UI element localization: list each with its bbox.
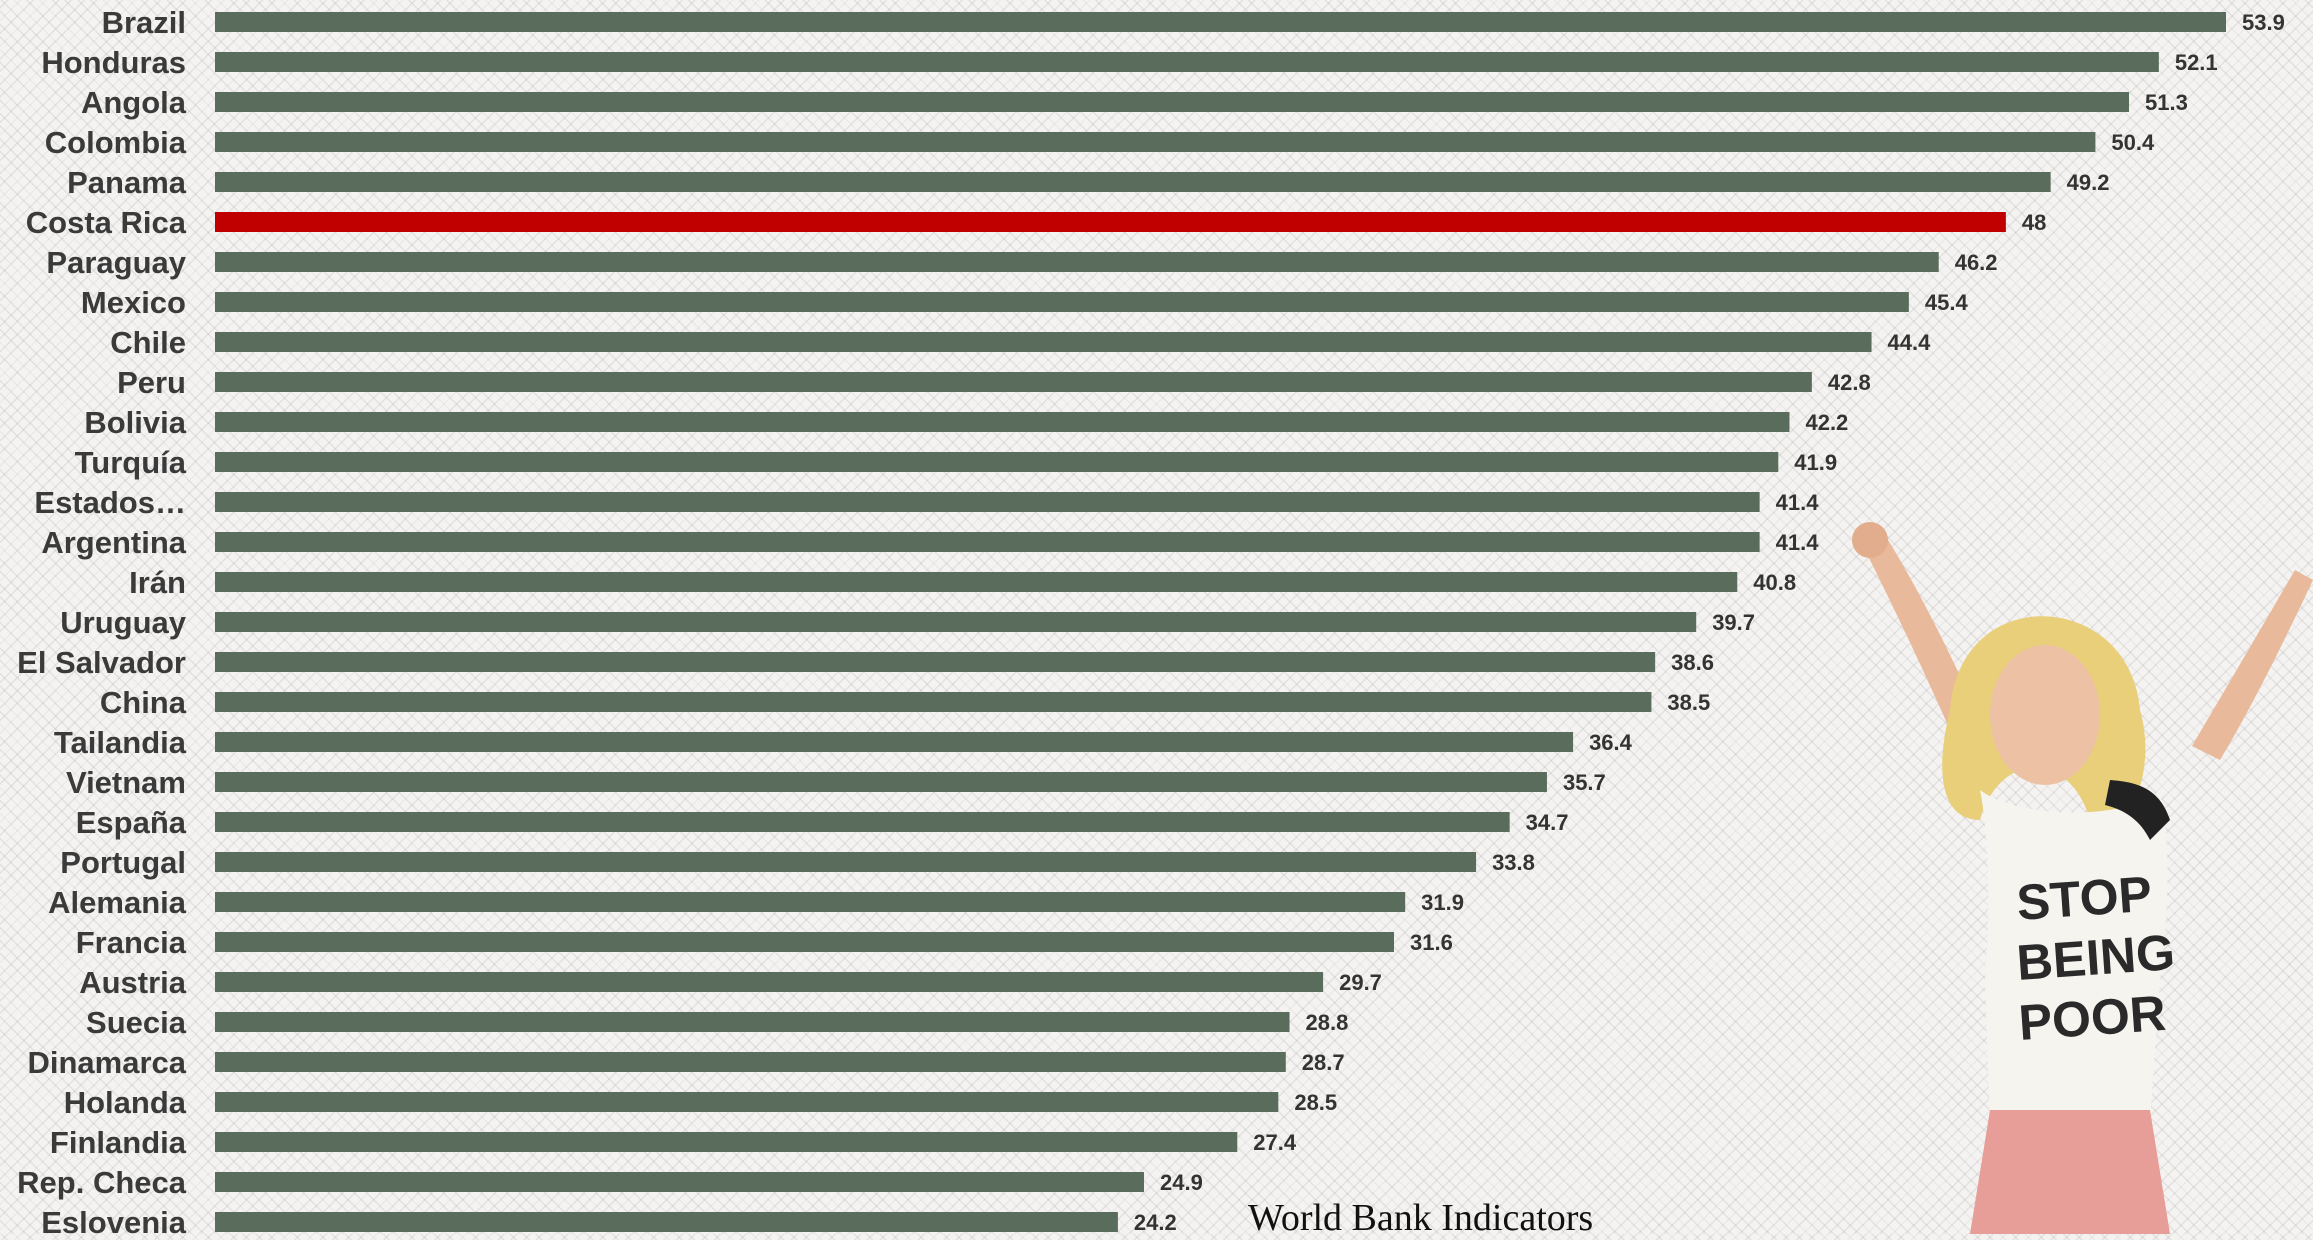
value-label: 38.6: [1671, 650, 1714, 675]
source-caption: World Bank Indicators: [1248, 1197, 1594, 1239]
category-label: Colombia: [45, 125, 187, 160]
category-label: Alemania: [48, 885, 187, 920]
bar: [215, 732, 1574, 752]
bar: [215, 92, 2129, 112]
category-label: Vietnam: [66, 765, 186, 800]
category-label: Francia: [76, 925, 187, 960]
category-label: Argentina: [41, 525, 186, 560]
bar: [215, 612, 1697, 632]
category-label: Finlandia: [50, 1125, 187, 1160]
value-label: 49.2: [2067, 170, 2110, 195]
value-label: 41.4: [1776, 490, 1820, 515]
value-label: 35.7: [1563, 770, 1606, 795]
category-label: Suecia: [86, 1005, 187, 1040]
bar: [215, 772, 1547, 792]
bar: [215, 532, 1760, 552]
value-label: 42.2: [1805, 410, 1848, 435]
value-label: 34.7: [1526, 810, 1569, 835]
bar: [215, 972, 1324, 992]
category-label: China: [100, 685, 187, 720]
category-label: Eslovenia: [41, 1205, 186, 1234]
category-label: Tailandia: [54, 725, 187, 760]
bar: [215, 812, 1510, 832]
value-label: 45.4: [1925, 290, 1969, 315]
woman-cheering-illustration: STOP BEING POOR: [1852, 522, 2313, 1234]
value-label: 33.8: [1492, 850, 1535, 875]
bar: [215, 492, 1760, 512]
bar: [215, 372, 1812, 392]
bar: [215, 132, 2096, 152]
bar-highlighted: [215, 212, 2006, 232]
value-label: 44.4: [1888, 330, 1932, 355]
category-label: Honduras: [41, 45, 186, 80]
value-label: 48: [2022, 210, 2046, 235]
value-label: 24.2: [1134, 1210, 1177, 1234]
bar: [215, 932, 1394, 952]
value-label: 41.4: [1776, 530, 1820, 555]
bar: [215, 652, 1656, 672]
category-label: Irán: [129, 565, 186, 600]
bar: [215, 412, 1790, 432]
value-label: 38.5: [1667, 690, 1710, 715]
bar: [215, 452, 1779, 472]
value-label: 29.7: [1339, 970, 1382, 995]
bar: [215, 852, 1477, 872]
category-label: Brazil: [102, 5, 186, 40]
category-label: Angola: [81, 85, 187, 120]
category-label: El Salvador: [17, 645, 186, 680]
value-label: 31.9: [1421, 890, 1464, 915]
category-label: Mexico: [81, 285, 186, 320]
bar: [215, 1172, 1145, 1192]
bar: [215, 52, 2159, 72]
shirt-text-line-3: POOR: [2017, 985, 2168, 1051]
value-label: 36.4: [1589, 730, 1633, 755]
category-label: Chile: [110, 325, 186, 360]
value-label: 51.3: [2145, 90, 2188, 115]
bar: [215, 332, 1872, 352]
category-label: Estados…: [34, 485, 186, 520]
category-label: Costa Rica: [26, 205, 187, 240]
value-label: 27.4: [1253, 1130, 1297, 1155]
bar: [215, 1212, 1118, 1232]
value-label: 46.2: [1955, 250, 1998, 275]
category-label: Uruguay: [60, 605, 187, 640]
bar: [215, 252, 1939, 272]
bar: [215, 1052, 1286, 1072]
value-label: 40.8: [1753, 570, 1796, 595]
bar: [215, 172, 2051, 192]
shirt-text-line-2: BEING: [2015, 924, 2177, 991]
category-label: Dinamarca: [27, 1045, 186, 1080]
value-label: 28.5: [1294, 1090, 1337, 1115]
category-label: Panama: [67, 165, 187, 200]
bar: [215, 1012, 1290, 1032]
value-label: 53.9: [2242, 10, 2285, 35]
value-label: 24.9: [1160, 1170, 1203, 1195]
category-label: Peru: [117, 365, 186, 400]
category-label: España: [76, 805, 187, 840]
value-label: 50.4: [2111, 130, 2155, 155]
category-label: Bolivia: [84, 405, 186, 440]
category-label: Portugal: [60, 845, 186, 880]
value-label: 28.7: [1302, 1050, 1345, 1075]
shirt-text-line-1: STOP: [2015, 866, 2154, 931]
bar: [215, 692, 1652, 712]
value-label: 31.6: [1410, 930, 1453, 955]
bar: [215, 1092, 1279, 1112]
bar: [215, 572, 1738, 592]
value-label: 39.7: [1712, 610, 1755, 635]
bar: [215, 1132, 1238, 1152]
value-label: 42.8: [1828, 370, 1871, 395]
value-label: 41.9: [1794, 450, 1837, 475]
category-label: Rep. Checa: [17, 1165, 187, 1200]
category-label: Paraguay: [46, 245, 186, 280]
bar: [215, 292, 1909, 312]
category-label: Turquía: [75, 445, 187, 480]
value-label: 52.1: [2175, 50, 2218, 75]
bar: [215, 892, 1406, 912]
bar: [215, 12, 2226, 32]
category-label: Holanda: [64, 1085, 187, 1120]
category-label: Austria: [79, 965, 187, 1000]
value-label: 28.8: [1306, 1010, 1349, 1035]
